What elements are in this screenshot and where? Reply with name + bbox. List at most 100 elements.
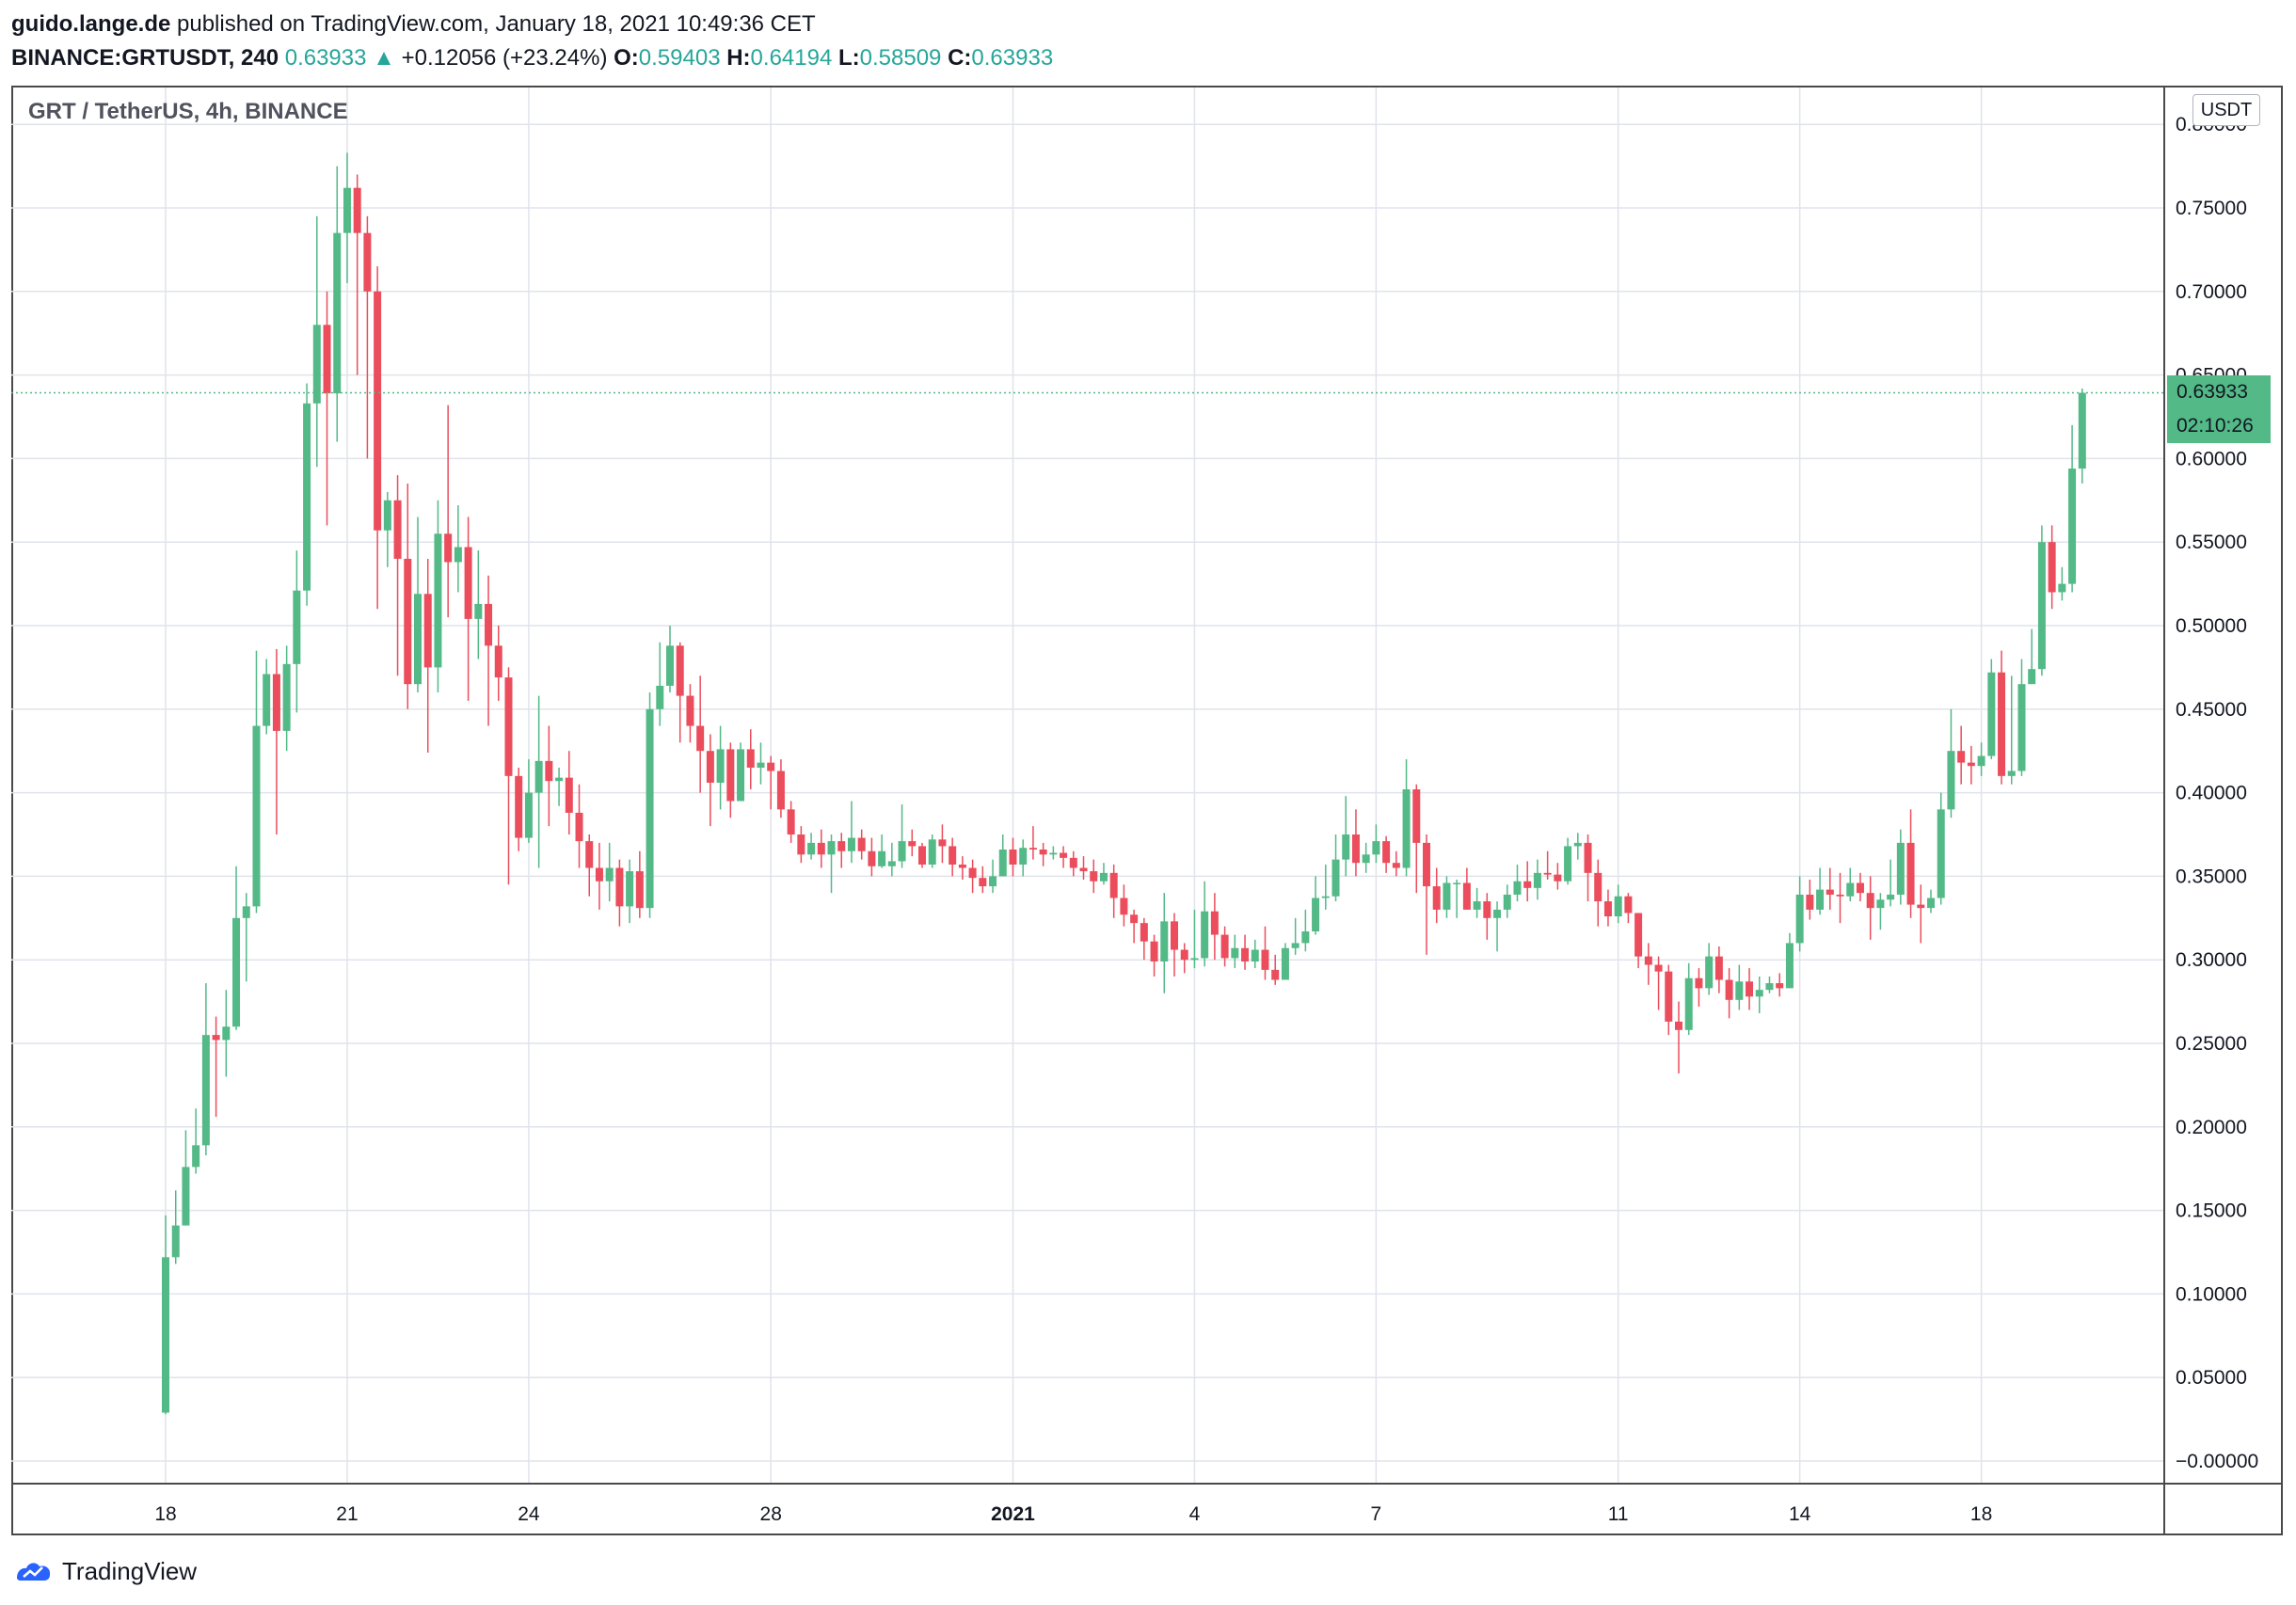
candle xyxy=(1846,867,1855,902)
candle xyxy=(1543,850,1552,880)
candle xyxy=(1624,893,1633,924)
candle-body xyxy=(1513,881,1522,895)
candle xyxy=(162,1215,169,1415)
candle xyxy=(1977,742,1985,776)
candle-body xyxy=(1543,872,1552,875)
candle-body xyxy=(393,500,402,559)
y-tick-label: 0.40000 xyxy=(2176,783,2247,804)
countdown-tag: 02:10:26 xyxy=(2167,409,2271,443)
candle xyxy=(1060,846,1068,868)
candle xyxy=(1746,968,1754,1010)
currency-unit-button[interactable]: USDT xyxy=(2192,94,2260,126)
candle xyxy=(595,842,603,910)
candle-body xyxy=(1402,789,1411,868)
candle xyxy=(494,626,502,701)
candle xyxy=(1443,876,1451,918)
candle xyxy=(1261,926,1269,980)
candle xyxy=(1654,956,1663,1010)
tradingview-logo-icon[interactable] xyxy=(13,1559,55,1583)
candle-body xyxy=(293,590,301,664)
candle xyxy=(767,755,775,810)
candle xyxy=(2068,424,2077,593)
candle xyxy=(949,837,957,877)
candle xyxy=(1513,864,1522,902)
publish-info: published on TradingView.com, January 18… xyxy=(177,11,816,37)
candle-body xyxy=(1140,923,1148,942)
candle-body xyxy=(857,837,866,851)
candle xyxy=(1160,893,1169,993)
candle-body xyxy=(212,1035,220,1041)
candle-body xyxy=(2068,469,2077,584)
candle xyxy=(1342,796,1350,877)
tradingview-brand[interactable]: TradingView xyxy=(62,1556,198,1585)
candle-body xyxy=(605,867,614,882)
candle xyxy=(323,291,331,526)
candle xyxy=(485,575,493,726)
candle-body xyxy=(656,685,664,709)
candle xyxy=(1271,954,1280,985)
candle-body xyxy=(887,861,896,866)
candle xyxy=(1776,973,1784,997)
candle-body xyxy=(1190,958,1199,961)
candle xyxy=(1836,872,1844,924)
candle-body xyxy=(776,771,785,810)
candle xyxy=(423,558,432,753)
candle-body xyxy=(504,677,513,776)
candle xyxy=(1190,909,1199,969)
candle-body xyxy=(2048,542,2056,593)
candle-body xyxy=(263,674,271,726)
candle xyxy=(2017,659,2026,776)
candle xyxy=(938,824,947,864)
candle-body xyxy=(1746,981,1754,997)
candle xyxy=(968,859,977,894)
candle xyxy=(393,475,402,676)
x-tick-label: 18 xyxy=(154,1503,176,1525)
x-tick-label: 14 xyxy=(1789,1503,1811,1525)
candle-body xyxy=(1342,834,1350,860)
candle-body xyxy=(989,876,997,887)
candle xyxy=(1281,943,1289,980)
candle-body xyxy=(1130,914,1139,924)
candle xyxy=(1140,917,1148,961)
candle xyxy=(1816,867,1825,915)
candle xyxy=(343,152,351,283)
open-value: 0.59403 xyxy=(638,45,721,71)
candle xyxy=(857,829,866,860)
candle xyxy=(201,983,210,1155)
candle-body xyxy=(2017,684,2026,771)
candle xyxy=(222,990,231,1077)
candle xyxy=(1241,934,1250,970)
candle-body xyxy=(646,708,654,909)
candle-body xyxy=(2078,392,2086,469)
candle xyxy=(293,550,301,713)
candle-body xyxy=(1614,896,1622,917)
candle-body xyxy=(1301,931,1310,944)
candle xyxy=(444,405,453,618)
candle xyxy=(1594,859,1602,927)
candle-body xyxy=(1443,882,1451,910)
candle xyxy=(192,1108,200,1174)
candle-body xyxy=(716,749,725,783)
candle-body xyxy=(1684,977,1693,1030)
candle xyxy=(1453,879,1461,918)
candle xyxy=(1180,943,1188,974)
candle xyxy=(1554,863,1562,890)
candle-body xyxy=(454,547,462,563)
candle-body xyxy=(1554,874,1562,882)
candle-body xyxy=(787,809,795,834)
candle-body xyxy=(1049,852,1058,855)
candle-body xyxy=(1937,809,1945,898)
candle xyxy=(1795,876,1804,952)
candle xyxy=(434,500,442,693)
candle-body xyxy=(1412,789,1421,843)
candle-body xyxy=(434,533,442,668)
candle xyxy=(646,692,654,918)
candle-body xyxy=(1624,896,1633,914)
candle-body xyxy=(979,878,987,887)
candle-body xyxy=(323,325,331,394)
candle xyxy=(626,859,634,924)
candle xyxy=(1079,856,1088,880)
candle xyxy=(1755,976,1763,1014)
author-name[interactable]: guido.lange.de xyxy=(11,11,171,37)
